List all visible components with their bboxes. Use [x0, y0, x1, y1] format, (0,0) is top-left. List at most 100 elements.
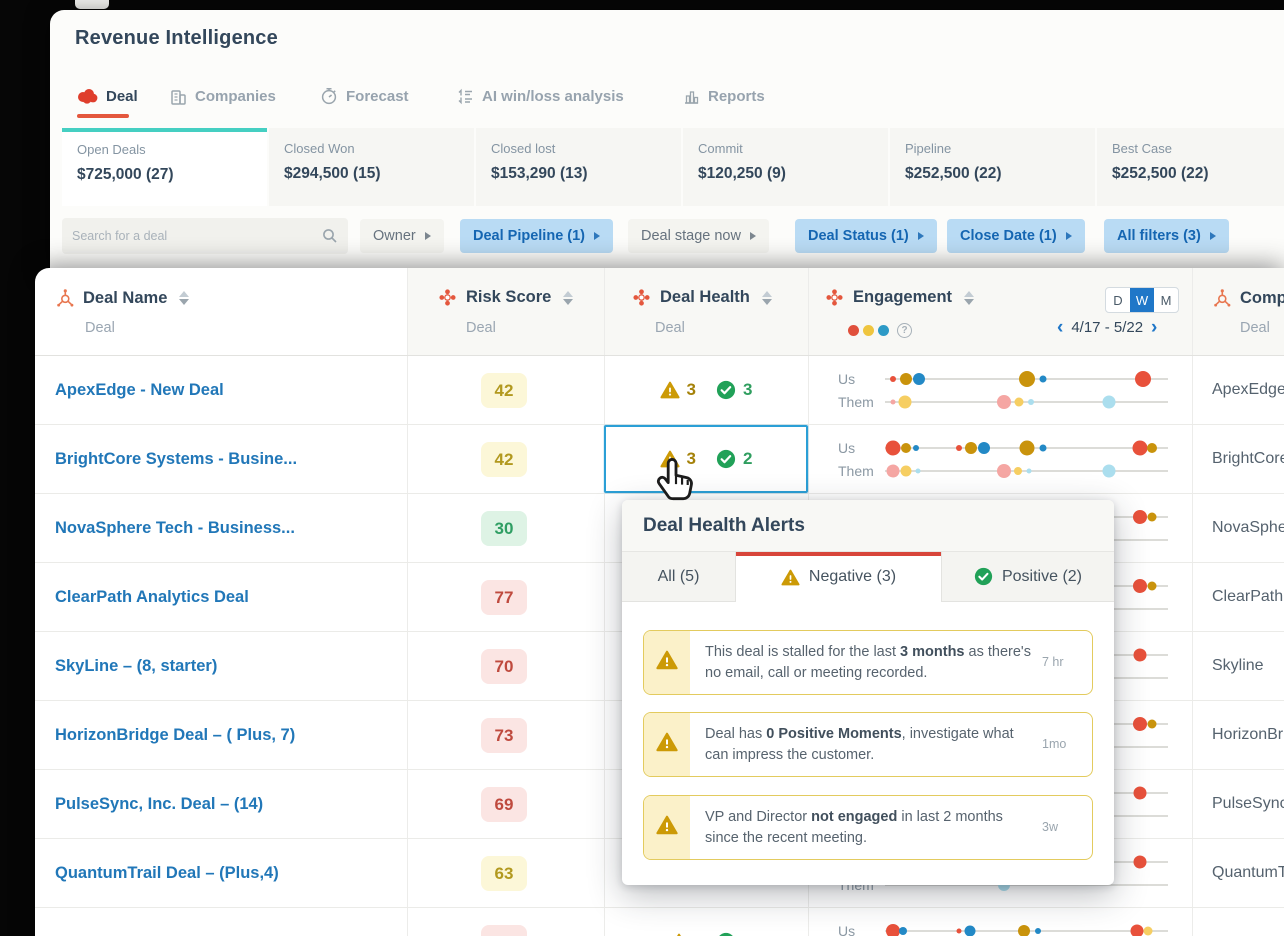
engagement-dot-red — [1134, 370, 1151, 387]
tab-ai-win-loss-label: AI win/loss analysis — [482, 87, 624, 105]
company-name: HorizonBridge — [1212, 726, 1284, 743]
engagement-dot-lblue — [915, 468, 921, 473]
tab-forecast[interactable]: Forecast — [320, 83, 409, 109]
summary-card-commit[interactable]: Commit $120,250 (9) — [683, 128, 888, 206]
bar-chart-icon — [685, 90, 699, 104]
popup-tab-positive[interactable]: Positive (2) — [941, 552, 1114, 602]
building-icon — [171, 89, 186, 105]
period-toggle: D W M — [1105, 287, 1179, 313]
filter-deal-stage[interactable]: Deal stage now — [628, 219, 769, 253]
engagement-dot-pink — [996, 394, 1011, 409]
toggle-day[interactable]: D — [1113, 292, 1123, 308]
deal-name-link[interactable]: ApexEdge - New Deal — [55, 380, 224, 399]
engagement-dot-lblue — [1102, 395, 1116, 408]
engagement-dot-blue — [1039, 444, 1047, 451]
help-icon[interactable]: ? — [897, 323, 912, 338]
deal-name-link[interactable]: SkyLine – (8, starter) — [55, 656, 218, 675]
column-header-engagement[interactable]: Engagement — [825, 288, 975, 307]
summary-card-open-deals[interactable]: Open Deals $725,000 (27) — [62, 128, 267, 206]
tab-ai-win-loss[interactable]: AI win/loss analysis — [457, 83, 624, 109]
check-circle-icon — [974, 567, 993, 586]
toggle-month[interactable]: M — [1160, 292, 1172, 308]
risk-score-badge: 42 — [481, 373, 527, 408]
deal-health-cell[interactable] — [604, 908, 808, 936]
popup-tab-positive-label: Positive (2) — [1001, 567, 1083, 585]
engagement-dot-red — [1133, 648, 1147, 661]
tab-companies[interactable]: Companies — [170, 83, 276, 109]
alert-no-positive-moments[interactable]: Deal has 0 Positive Moments, investigate… — [643, 712, 1093, 777]
sort-icon[interactable] — [761, 290, 772, 305]
filter-owner[interactable]: Owner — [360, 219, 444, 253]
legend-dot-red — [848, 325, 859, 336]
tab-reports[interactable]: Reports — [683, 83, 765, 109]
sort-icon[interactable] — [964, 290, 975, 305]
filter-close-date[interactable]: Close Date (1) — [947, 219, 1085, 253]
chevron-left-icon[interactable]: ‹ — [1057, 317, 1064, 338]
tab-reports-label: Reports — [708, 87, 765, 105]
engagement-dot-olive — [1147, 581, 1157, 590]
alert-text: This deal is stalled for the last 3 mont… — [705, 644, 1031, 681]
filter-all-filters[interactable]: All filters (3) — [1104, 219, 1229, 253]
column-subtitle: Deal — [85, 320, 115, 336]
tab-forecast-label: Forecast — [346, 87, 409, 105]
column-header-risk-score[interactable]: Risk Score — [438, 288, 574, 307]
hand-cursor-icon — [656, 458, 693, 501]
toggle-week[interactable]: W — [1130, 288, 1154, 312]
deal-name-link[interactable]: HorizonBridge Deal – ( Plus, 7) — [55, 725, 296, 744]
filter-deal-status[interactable]: Deal Status (1) — [795, 219, 937, 253]
engagement-dot-yellow — [1014, 397, 1024, 406]
column-title: Deal Health — [660, 288, 750, 306]
alert-vp-not-engaged[interactable]: VP and Director not engaged in last 2 mo… — [643, 795, 1093, 860]
deal-name-link[interactable]: QuantumTrail Deal – (Plus,4) — [55, 863, 279, 882]
engagement-dot-pink — [996, 463, 1011, 478]
popup-tabs: All (5) Negative (3) Positive (2) — [622, 552, 1114, 602]
engagement-dot-red — [955, 444, 962, 451]
alert-stalled-deal[interactable]: This deal is stalled for the last 3 mont… — [643, 630, 1093, 695]
deal-name-link[interactable]: ClearPath Analytics Deal — [55, 587, 249, 606]
deal-name-link[interactable]: PulseSync, Inc. Deal – (14) — [55, 794, 264, 813]
legend-dot-blue — [878, 325, 889, 336]
summary-card-closed-won[interactable]: Closed Won $294,500 (15) — [269, 128, 474, 206]
engagement-side-label: Us — [838, 370, 856, 387]
deal-name-link[interactable]: BrightCore Systems - Busine... — [55, 449, 298, 468]
sort-icon[interactable] — [563, 290, 574, 305]
engagement-dot-olive — [1019, 440, 1034, 455]
engagement-dot-red — [886, 923, 901, 936]
tab-deal-label: Deal — [106, 87, 138, 105]
company-name — [1212, 908, 1284, 936]
deal-name-link[interactable] — [55, 908, 395, 936]
column-header-deal-health[interactable]: Deal Health — [632, 288, 772, 307]
engagement-dot-red — [1130, 924, 1144, 936]
column-header-deal-name[interactable]: Deal Name — [55, 288, 190, 308]
popup-tab-all[interactable]: All (5) — [622, 552, 736, 602]
filter-deal-pipeline[interactable]: Deal Pipeline (1) — [460, 219, 614, 253]
filter-deal-stage-label: Deal stage now — [641, 228, 741, 244]
engagement-timeline — [885, 440, 1168, 455]
company-name: QuantumTrail — [1212, 864, 1284, 881]
engagement-side-label: Us — [838, 922, 856, 936]
chevron-right-icon[interactable]: › — [1151, 317, 1158, 338]
active-tab-underline — [77, 114, 129, 118]
column-header-company[interactable]: Comp — [1212, 288, 1284, 308]
check-circle-icon — [719, 932, 733, 936]
tab-companies-label: Companies — [195, 87, 276, 105]
summary-card-closed-lost[interactable]: Closed lost $153,290 (13) — [476, 128, 681, 206]
tab-deal[interactable]: Deal — [77, 83, 138, 109]
popup-tab-negative[interactable]: Negative (3) — [736, 552, 941, 602]
deal-name-link[interactable]: NovaSphere Tech - Business... — [55, 518, 295, 537]
search-input[interactable] — [72, 229, 322, 243]
engagement-dot-red — [1133, 786, 1147, 799]
summary-card-pipeline[interactable]: Pipeline $252,500 (22) — [890, 128, 1095, 206]
sort-icon[interactable] — [179, 291, 190, 305]
company-name: PulseSync — [1212, 795, 1284, 812]
engagement-dot-olive — [1017, 924, 1030, 936]
win-loss-list-icon — [458, 88, 472, 104]
summary-card-best-case[interactable]: Best Case $252,500 (22) — [1097, 128, 1284, 206]
risk-score-badge: 63 — [481, 856, 527, 891]
